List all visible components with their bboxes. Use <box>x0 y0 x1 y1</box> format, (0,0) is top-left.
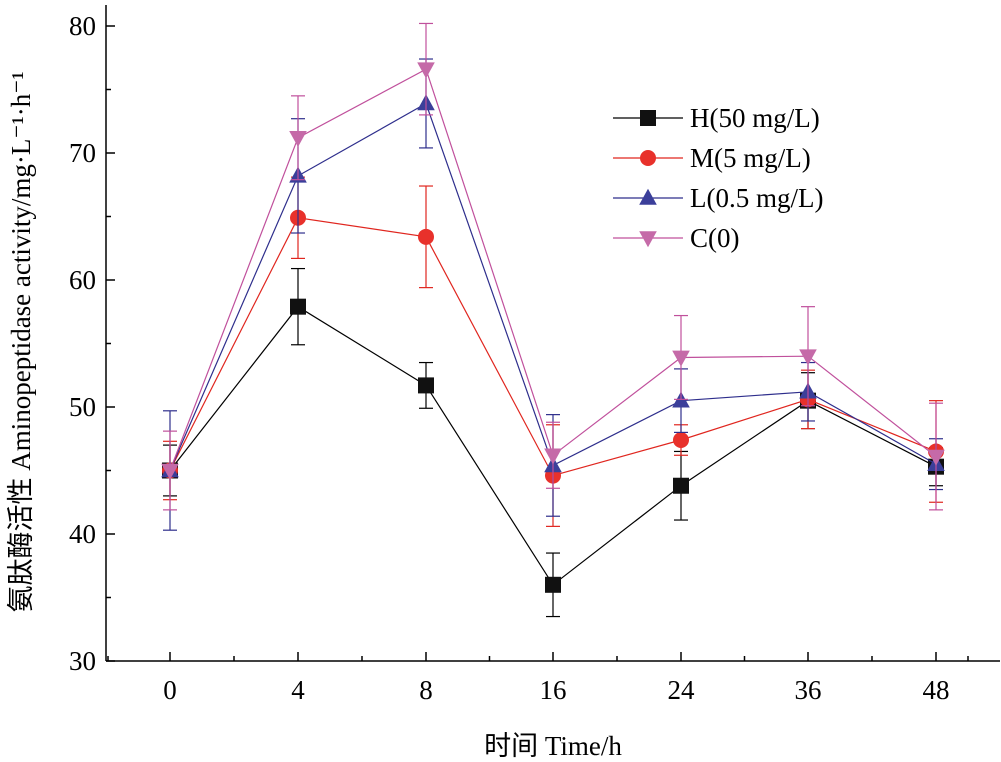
legend-entry-2: M(5 mg/L) <box>613 143 811 173</box>
data-point <box>544 448 562 465</box>
x-tick-label: 8 <box>419 675 433 705</box>
legend-marker <box>640 110 656 126</box>
x-tick-label: 24 <box>668 675 696 705</box>
legend-marker <box>639 188 657 205</box>
legend-entry-3: L(0.5 mg/L) <box>613 183 823 213</box>
data-point <box>672 350 690 367</box>
legend-label: C(0) <box>690 223 740 253</box>
y-axis-title: 氨肽酶活性 Aminopeptidase activity/mg·L⁻¹·h⁻¹ <box>6 71 36 612</box>
data-point <box>799 349 817 366</box>
data-point <box>673 477 689 494</box>
legend: H(50 mg/L) M(5 mg/L) L(0.5 mg/L) C(0) <box>613 103 823 253</box>
data-point <box>545 576 561 593</box>
data-point <box>927 449 945 466</box>
legend-label: L(0.5 mg/L) <box>690 183 823 213</box>
data-point <box>418 377 434 394</box>
x-tick-label: 4 <box>291 675 305 705</box>
x-tick-label: 16 <box>540 675 567 705</box>
legend-marker <box>639 231 657 248</box>
data-point <box>290 298 306 315</box>
data-point <box>289 130 307 147</box>
series-line <box>169 68 937 471</box>
y-tick-label: 50 <box>69 392 96 422</box>
plot-series <box>161 22 945 618</box>
legend-entry-1: H(50 mg/L) <box>613 103 820 133</box>
y-tick-label: 60 <box>69 265 96 295</box>
y-tick-label: 80 <box>69 11 96 41</box>
series-4 <box>161 22 945 511</box>
x-tick-label: 36 <box>795 675 822 705</box>
y-tick-label: 40 <box>69 519 96 549</box>
y-tick-label: 70 <box>69 138 96 168</box>
legend-label: M(5 mg/L) <box>690 143 811 173</box>
x-tick-label: 48 <box>923 675 950 705</box>
legend-entry-4: C(0) <box>613 223 740 253</box>
y-tick-label: 30 <box>69 646 96 676</box>
data-point <box>418 228 434 245</box>
legend-label: H(50 mg/L) <box>690 103 820 133</box>
data-point <box>673 432 689 449</box>
x-axis-title: 时间 Time/h <box>484 731 622 761</box>
x-tick-label: 0 <box>163 675 177 705</box>
data-point <box>417 62 435 79</box>
legend-marker <box>640 150 656 166</box>
data-point <box>161 463 179 480</box>
